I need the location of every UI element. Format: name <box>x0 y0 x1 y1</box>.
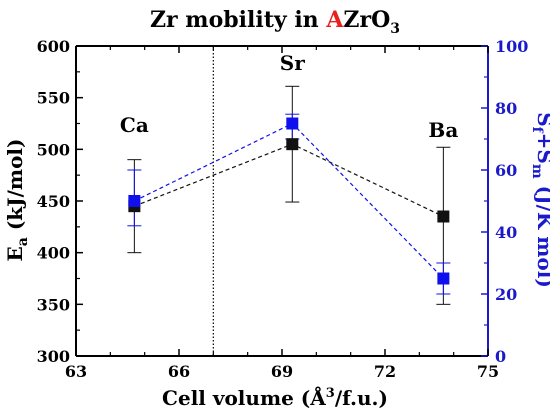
x-tick-label: 72 <box>374 362 396 381</box>
ylabel-left-main: E <box>3 246 27 261</box>
annotation-label: Ba <box>428 118 458 142</box>
y-left-tick-label: 600 <box>37 37 70 56</box>
title-suffix: ZrO <box>343 7 390 33</box>
x-tick-label: 75 <box>477 362 499 381</box>
y-right-tick-label: 80 <box>495 99 517 118</box>
y-right-tick-label: 100 <box>495 37 528 56</box>
title-prefix: Zr mobility in <box>150 7 326 33</box>
x-axis-title: Cell volume (Å3/f.u.) <box>162 386 388 410</box>
y-right-tick-label: 0 <box>495 347 506 366</box>
y-left-tick-label: 400 <box>37 244 70 263</box>
plot-layer: 300 350 400 450 500 550 600 0 20 40 60 80 100 63 66 69 7… <box>37 37 529 381</box>
ylabel-left-rest: (kJ/mol) <box>3 139 27 238</box>
ylabel-right-rest: (J/K mol) <box>533 179 550 288</box>
y-right-tick-label: 20 <box>495 285 517 304</box>
ylabel-left-sub: a <box>15 237 31 246</box>
y-right-tick-label: 40 <box>495 223 517 242</box>
annotation-label: Ca <box>120 113 149 137</box>
series-1-point <box>437 210 450 223</box>
ylabel-right-plus: +S <box>533 133 550 164</box>
series-1-point <box>286 138 299 151</box>
y-axis-title-right: Sf+Sm (J/K mol) <box>529 112 550 288</box>
series-2-point <box>286 117 299 130</box>
y-left-tick-label: 300 <box>37 347 70 366</box>
series-1-line <box>134 143 444 218</box>
ylabel-right-main: S <box>533 112 550 126</box>
xlabel-before: Cell volume (Å <box>162 386 326 410</box>
title-highlight: A <box>325 7 344 33</box>
title-subscript: 3 <box>390 21 400 37</box>
x-tick-label: 63 <box>65 362 87 381</box>
x-tick-label: 69 <box>271 362 293 381</box>
y-left-tick-label: 500 <box>37 140 70 159</box>
series-2-point <box>128 195 141 207</box>
y-left-tick-label: 350 <box>37 295 70 314</box>
x-tick-label: 66 <box>168 362 190 381</box>
chart-title: Zr mobility in AZrO3 <box>150 7 400 37</box>
annotation-label: Sr <box>280 51 305 75</box>
ylabel-right-sub1: f <box>529 127 545 134</box>
y-axis-title-left: Ea (kJ/mol) <box>3 139 31 262</box>
y-right-tick-label: 60 <box>495 161 517 180</box>
ylabel-right-sub2: m <box>529 164 545 179</box>
series-2-point <box>437 272 450 285</box>
xlabel-after: /f.u.) <box>335 386 388 410</box>
xlabel-sup: 3 <box>326 386 335 401</box>
y-left-tick-label: 450 <box>37 192 70 211</box>
y-left-tick-label: 550 <box>37 89 70 108</box>
